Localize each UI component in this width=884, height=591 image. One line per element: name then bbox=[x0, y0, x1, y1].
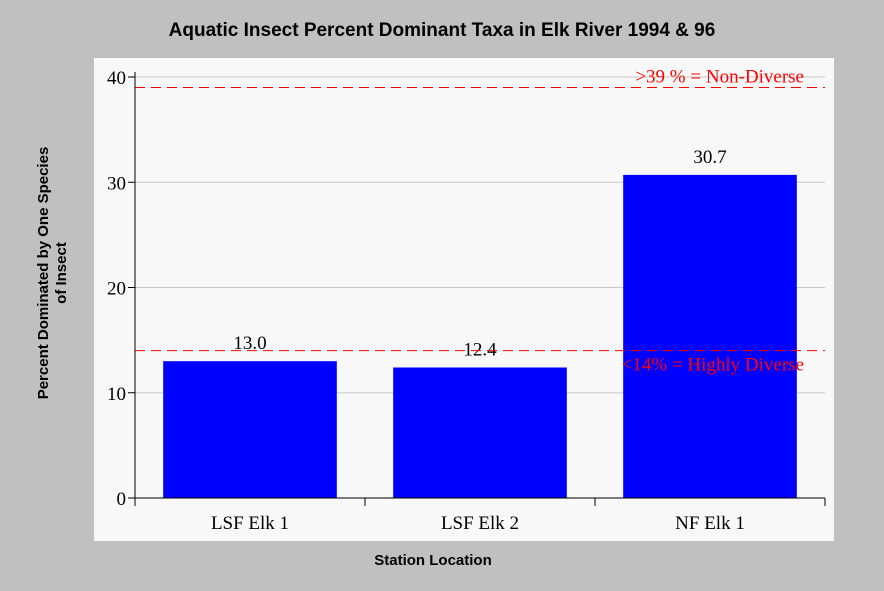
bar bbox=[623, 174, 797, 498]
reference-line-label: <14% = Highly Diverse bbox=[622, 355, 804, 376]
y-tick-label: 20 bbox=[107, 279, 126, 300]
x-tick-label: LSF Elk 1 bbox=[211, 513, 289, 534]
x-axis-label: Station Location bbox=[374, 552, 492, 569]
bar-value-label: 13.0 bbox=[233, 333, 266, 354]
chart-title: Aquatic Insect Percent Dominant Taxa in … bbox=[168, 20, 716, 41]
reference-line-label: >39 % = Non-Diverse bbox=[635, 67, 804, 88]
y-tick-label: 0 bbox=[117, 489, 127, 510]
x-tick-label: LSF Elk 2 bbox=[441, 513, 519, 534]
bar bbox=[393, 367, 567, 498]
bar-value-label: 12.4 bbox=[463, 339, 497, 360]
y-tick-label: 40 bbox=[107, 68, 126, 89]
y-tick-label: 30 bbox=[107, 173, 126, 194]
x-tick-label: NF Elk 1 bbox=[675, 513, 745, 534]
bar-value-label: 30.7 bbox=[693, 147, 726, 168]
bar bbox=[163, 361, 337, 498]
y-tick-label: 10 bbox=[107, 384, 126, 405]
